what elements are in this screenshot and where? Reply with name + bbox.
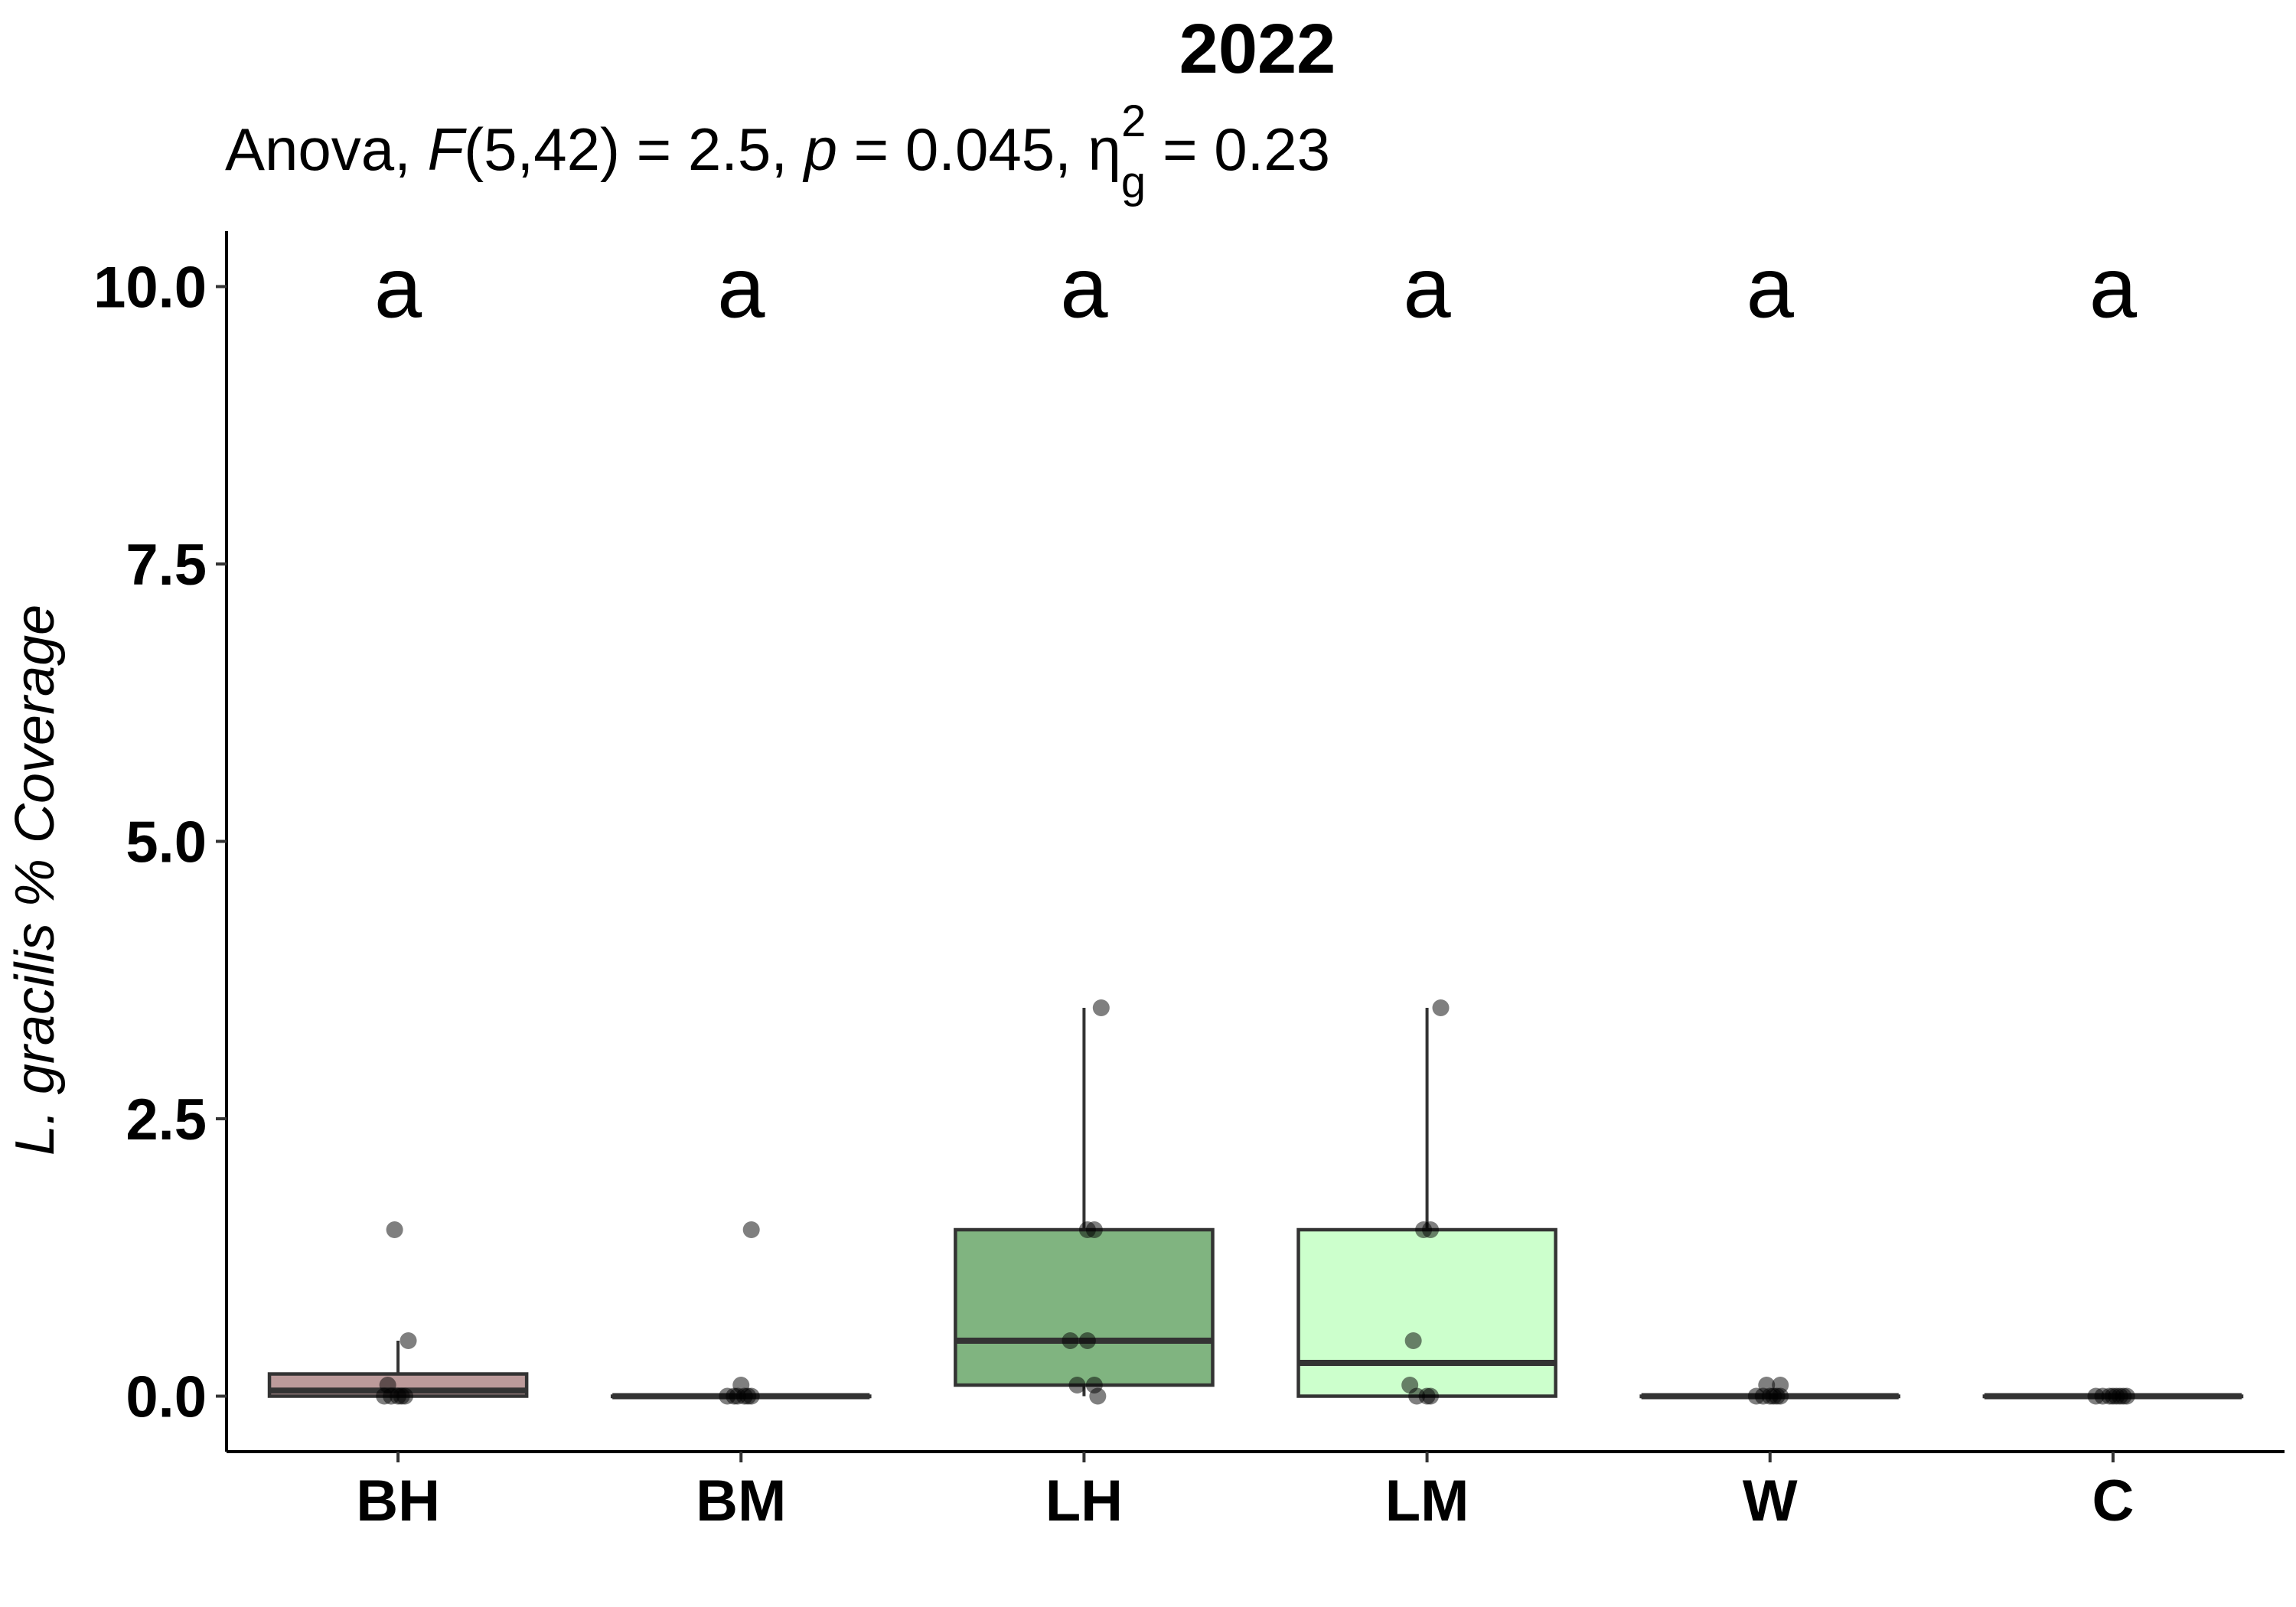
significance-letter: a [1403,240,1451,336]
significance-letter: a [1746,240,1795,336]
y-tick-label: 7.5 [126,533,207,598]
data-point [1432,999,1450,1016]
significance-letter: a [374,240,422,336]
y-tick-label: 10.0 [93,256,207,321]
data-point [1092,999,1110,1016]
chart-title: 2022 [1179,10,1336,88]
subtitle-p-symbol: p [803,116,837,183]
plot-area: 0.0 2.5 5.0 7.5 10.0 BH BM LH LM W Ca a a a a a [93,231,2285,1534]
y-axis-label-species: L. gracilis [5,923,66,1156]
subtitle-prefix: Anova, [225,116,428,183]
data-point [386,1221,403,1238]
significance-letter: a [717,240,765,336]
y-tick-label: 2.5 [126,1087,207,1152]
data-point [1404,1332,1422,1349]
subtitle-f-symbol: F [428,116,468,183]
chart-subtitle: Anova, F(5,42) = 2.5, p = 0.045, ηg 2 = 0… [225,96,1330,207]
data-point [742,1221,760,1238]
subtitle-p-value: = 0.045, [837,116,1088,183]
x-tick-label: W [1743,1468,1798,1534]
data-point [1422,1221,1440,1238]
y-tick-label: 5.0 [126,810,207,875]
subtitle-eta: η [1088,116,1120,183]
data-point [1089,1387,1107,1405]
subtitle-df: (5,42) = 2.5, [464,116,804,183]
subtitle-eta-sup: 2 [1121,96,1146,146]
data-point [1062,1332,1079,1349]
significance-letter: a [2089,240,2138,336]
x-tick-label: LH [1045,1468,1123,1534]
x-tick-label: LM [1385,1468,1469,1534]
data-point [376,1387,393,1405]
x-tick-label: BH [356,1468,440,1534]
data-point [400,1332,417,1349]
subtitle-eta-sub: g [1121,158,1146,207]
y-axis-label-unit: % Coverage [5,605,66,923]
box-lm [1296,1227,1557,1398]
data-point [739,1387,757,1405]
subtitle-eta-value: = 0.23 [1146,116,1330,183]
data-point [1422,1387,1440,1405]
data-point [393,1387,410,1405]
data-point [1768,1387,1786,1405]
data-point [1068,1377,1086,1393]
x-tick-label: BM [696,1468,786,1534]
y-tick-label: 0.0 [126,1365,207,1430]
data-point [1085,1221,1103,1238]
data-point [2118,1387,2135,1405]
box-lh [954,1227,1215,1387]
significance-letter: a [1060,240,1108,336]
x-tick-label: C [2092,1468,2134,1534]
y-axis-label: L. gracilis % Coverage [5,605,66,1156]
data-point [1078,1332,1096,1349]
